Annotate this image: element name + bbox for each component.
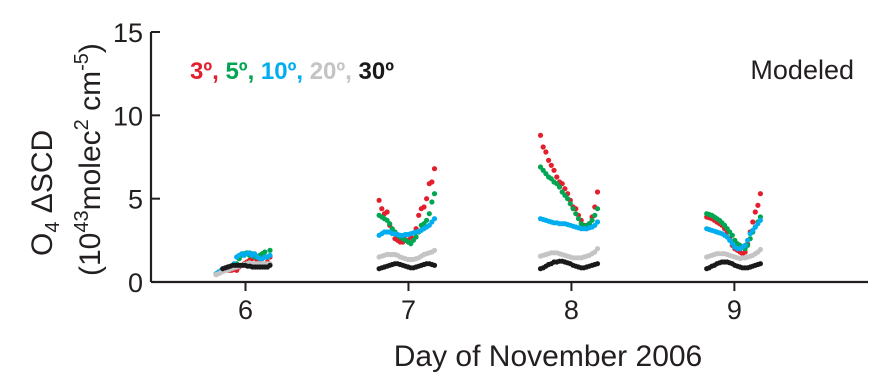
data-point	[571, 206, 576, 211]
y-title-scd: ΔSCD	[26, 130, 59, 222]
x-tick-label: 7	[401, 295, 416, 325]
legend-entry-5deg: 5º,	[225, 58, 260, 85]
data-point	[595, 189, 600, 194]
data-point	[432, 248, 437, 253]
data-point	[385, 209, 390, 214]
y-units-molec: molec	[74, 130, 107, 210]
x-tick-label: 9	[727, 295, 742, 325]
data-point	[758, 218, 763, 223]
y-units-cm-exp: -5	[71, 53, 93, 71]
data-point	[432, 216, 437, 221]
data-point	[595, 219, 600, 224]
series-30º	[220, 259, 763, 272]
y-axis-title: O4 ΔSCD (1043molec2 cm-5)	[26, 43, 107, 276]
y-units-exp: 43	[71, 210, 93, 232]
y-axis-title-line2: (1043molec2 cm-5)	[71, 43, 107, 276]
legend-entry-20deg: 20º,	[310, 58, 359, 85]
data-point	[432, 166, 437, 171]
data-point	[387, 221, 392, 226]
series-20º	[214, 246, 763, 277]
data-point	[267, 253, 272, 258]
data-point	[557, 184, 562, 189]
legend-entry-10deg: 10º,	[261, 58, 310, 85]
y-units-sq: 2	[71, 119, 93, 130]
legend: 3º, 5º, 10º, 20º, 30º	[190, 58, 394, 85]
series-5º	[214, 164, 763, 276]
data-point	[267, 263, 272, 268]
legend-entry-3deg: 3º,	[190, 58, 225, 85]
data-point	[595, 261, 600, 266]
x-tick-label: 8	[564, 295, 579, 325]
x-ticks: 6 7 8 9	[238, 282, 742, 325]
data-point	[429, 199, 434, 204]
data-point	[730, 233, 735, 238]
data-point	[549, 163, 554, 168]
data-point	[543, 149, 548, 154]
data-point	[379, 206, 384, 211]
y-units-close: )	[74, 43, 107, 53]
series-10º	[214, 216, 763, 276]
data-point	[554, 174, 559, 179]
y-tick-label: 10	[113, 101, 143, 131]
data-point	[573, 211, 578, 216]
data-point	[538, 133, 543, 138]
y-ticks: 0 5 10 15	[113, 18, 160, 298]
data-point	[595, 206, 600, 211]
data-point	[429, 179, 434, 184]
series-3º	[214, 133, 763, 277]
data-point	[267, 248, 272, 253]
data-point	[432, 263, 437, 268]
modeled-annotation: Modeled	[750, 55, 854, 85]
data-point	[546, 158, 551, 163]
y-axis-title-line1: O4 ΔSCD	[26, 130, 64, 256]
data-point	[755, 203, 760, 208]
data-point	[424, 196, 429, 201]
data-point	[576, 216, 581, 221]
data-point	[421, 204, 426, 209]
data-point	[427, 211, 432, 216]
data-point	[541, 144, 546, 149]
y-title-o: O	[26, 233, 59, 256]
y-units-ten: (10	[74, 233, 107, 276]
data-point	[551, 168, 556, 173]
data-point	[416, 213, 421, 218]
y-title-subscript: 4	[42, 222, 64, 233]
data-point	[595, 246, 600, 251]
x-axis-title: Day of November 2006	[394, 340, 703, 373]
data-point	[590, 218, 595, 223]
data-point	[753, 209, 758, 214]
data-point	[758, 191, 763, 196]
data-point	[758, 261, 763, 266]
y-tick-label: 0	[128, 268, 143, 298]
x-tick-label: 6	[238, 295, 253, 325]
data-point	[262, 249, 267, 254]
legend-entry-30deg: 30º	[359, 58, 395, 85]
data-point	[377, 198, 382, 203]
data-points	[214, 133, 763, 277]
data-point	[745, 238, 750, 243]
data-point	[568, 201, 573, 206]
data-point	[743, 243, 748, 248]
data-point	[565, 196, 570, 201]
y-tick-label: 5	[128, 185, 143, 215]
data-point	[592, 213, 597, 218]
y-units-cm: cm	[74, 71, 107, 119]
data-point	[432, 191, 437, 196]
data-point	[758, 247, 763, 252]
data-point	[750, 219, 755, 224]
y-tick-label: 15	[113, 18, 143, 48]
data-point	[424, 218, 429, 223]
